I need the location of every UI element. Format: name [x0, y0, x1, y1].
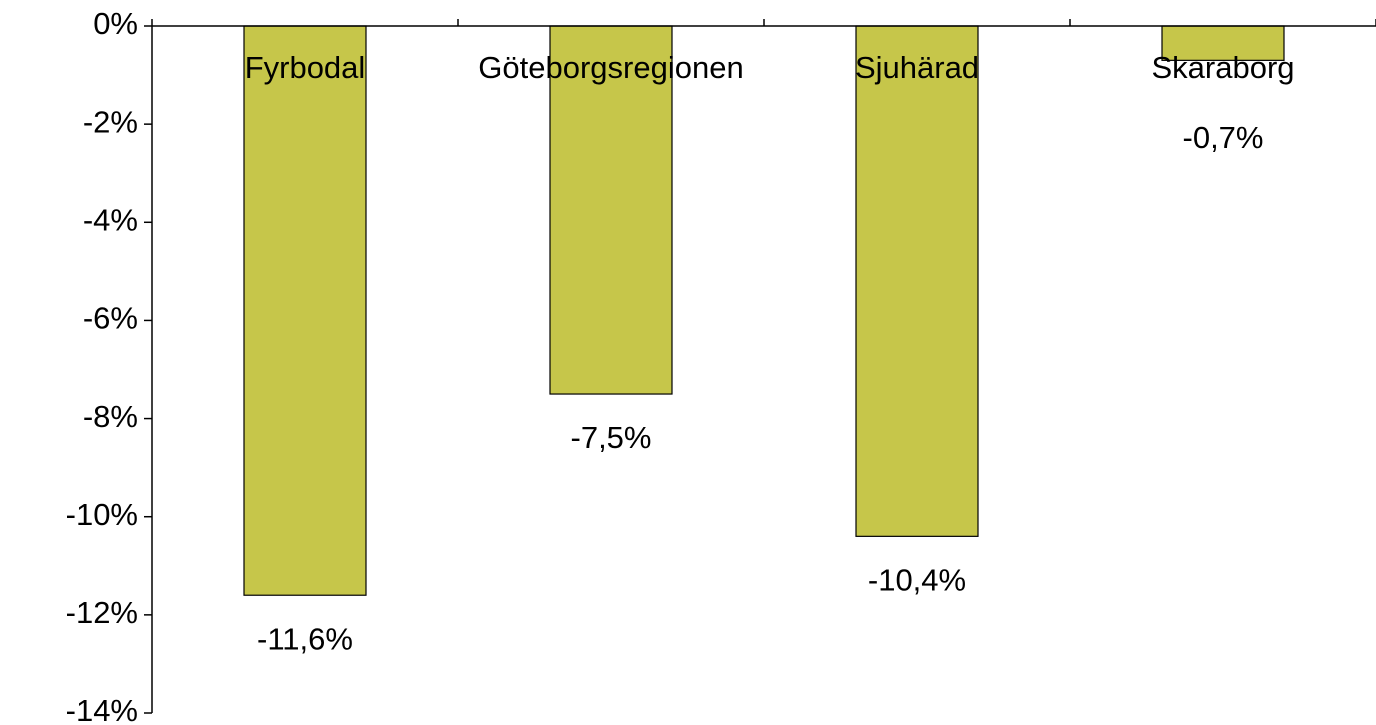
y-tick-label: -6% [83, 301, 138, 336]
value-label: -10,4% [868, 563, 966, 598]
y-tick-label: -4% [83, 202, 138, 237]
value-label: -0,7% [1183, 120, 1264, 155]
x-tick-label: Göteborgsregionen [478, 50, 743, 85]
x-tick-label: Fyrbodal [245, 50, 366, 85]
y-tick-label: -12% [66, 595, 138, 630]
y-tick-label: -14% [66, 693, 138, 725]
bar [243, 25, 367, 596]
y-tick-label: 0% [93, 6, 138, 41]
x-tick-label: Sjuhärad [855, 50, 979, 85]
value-label: -11,6% [257, 621, 353, 656]
x-tick-label: Skaraborg [1151, 50, 1294, 85]
y-tick-label: -8% [83, 399, 138, 434]
y-tick-label: -2% [83, 104, 138, 139]
bar [855, 25, 979, 537]
bar [549, 25, 673, 395]
value-label: -7,5% [571, 420, 652, 455]
y-tick-label: -10% [66, 497, 138, 532]
bar [1161, 25, 1285, 61]
